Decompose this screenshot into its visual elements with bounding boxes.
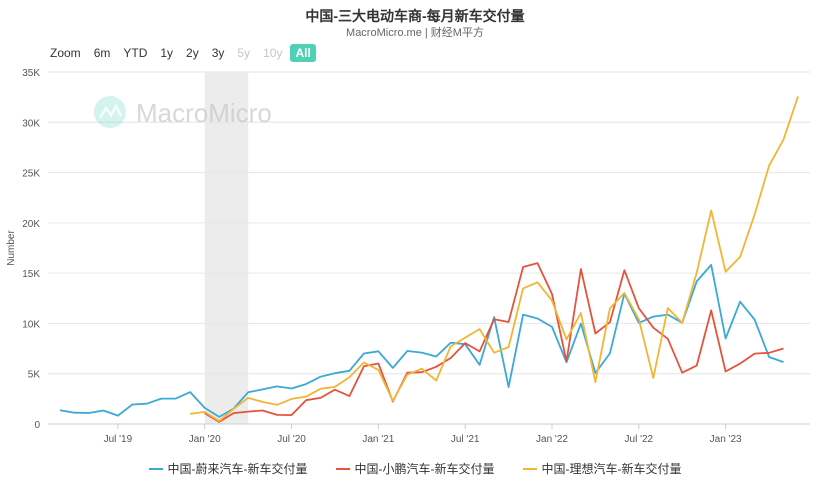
legend-swatch-nio (148, 467, 163, 470)
legend-label-nio: 中国-蔚来汽车-新车交付量 (167, 462, 308, 476)
chart-subtitle: MacroMicro.me | 财经M平方 (346, 27, 484, 39)
range-button-1y[interactable]: 1y (160, 46, 174, 60)
x-tick-label: Jul '22 (625, 434, 654, 445)
legend-label-xpeng: 中国-小鹏汽车-新车交付量 (354, 462, 495, 476)
zoom-label: Zoom (50, 46, 81, 60)
y-tick-label: 15K (22, 269, 40, 280)
range-selector: Zoom 6m YTD 1y 2y 3y 5y 10y All (50, 44, 319, 62)
range-button-5y: 5y (237, 46, 251, 60)
range-button-6m[interactable]: 6m (93, 46, 111, 60)
series-line-li (190, 96, 799, 422)
x-tick-label: Jan '20 (189, 434, 221, 445)
x-tick-label: Jul '19 (104, 434, 133, 445)
x-tick-label: Jul '20 (277, 434, 306, 445)
x-tick-label: Jan '23 (710, 434, 742, 445)
series-layer (59, 96, 799, 423)
legend-swatch-xpeng (335, 467, 350, 470)
y-tick-label: 10K (22, 319, 40, 330)
y-tick-label: 30K (22, 118, 40, 129)
legend-label-li: 中国-理想汽车-新车交付量 (541, 462, 682, 476)
axes-layer: 0 5K 10K 15K 20K 25K 30K 35K Jul '19 Jan '20 Jul '… (22, 68, 742, 445)
range-button-2y[interactable]: 2y (186, 46, 199, 60)
legend: 中国-蔚来汽车-新车交付量 中国-小鹏汽车-新车交付量 中国-理想汽车-新车交付… (0, 460, 830, 477)
range-button-3y[interactable]: 3y (211, 46, 225, 60)
x-tick-label: Jan '21 (362, 434, 394, 445)
shaded-band-layer (204, 72, 249, 424)
watermark: MacroMicro (94, 96, 272, 128)
y-tick-label: 0 (34, 420, 40, 431)
y-tick-label: 5K (28, 370, 41, 381)
y-tick-label: 25K (22, 169, 40, 180)
range-button-10y: 10y (263, 46, 283, 60)
legend-item-li[interactable]: 中国-理想汽车-新车交付量 (522, 460, 682, 477)
x-tick-label: Jul '21 (451, 434, 480, 445)
range-button-ytd[interactable]: YTD (123, 46, 148, 60)
x-tick-label: Jan '22 (536, 434, 568, 445)
watermark-text: MacroMicro (136, 98, 272, 128)
y-axis-label: Number (6, 230, 17, 266)
y-tick-label: 35K (22, 68, 40, 79)
legend-item-xpeng[interactable]: 中国-小鹏汽车-新车交付量 (335, 460, 495, 477)
y-tick-label: 20K (22, 219, 40, 230)
shaded-band (204, 72, 249, 424)
legend-swatch-li (522, 467, 537, 470)
range-button-all[interactable]: All (290, 44, 316, 62)
chart-title: 中国-三大电动车商-每月新车交付量 (305, 8, 525, 24)
watermark-logo-mark (98, 103, 123, 119)
series-line-nio (59, 264, 784, 418)
legend-item-nio[interactable]: 中国-蔚来汽车-新车交付量 (148, 460, 308, 477)
series-line-xpeng (204, 262, 784, 423)
